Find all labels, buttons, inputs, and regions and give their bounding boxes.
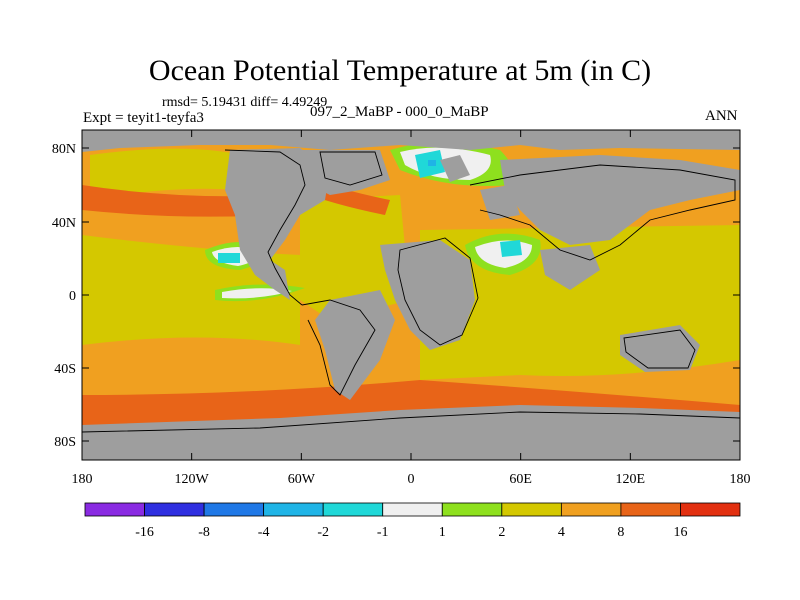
coastline-north-america	[224, 149, 306, 306]
legend-swatch	[501, 502, 562, 517]
lon-tick-label: 180	[730, 472, 751, 487]
legend-swatch	[144, 502, 205, 517]
land-arctic	[82, 130, 740, 152]
legend-swatch	[620, 502, 681, 517]
legend-label: -2	[317, 525, 329, 540]
coastline-eurasia	[469, 164, 736, 261]
subtitle: 097_2_MaBP - 000_0_MaBP	[310, 104, 489, 120]
land-greenland	[300, 150, 390, 195]
land-australia	[620, 325, 700, 372]
legend-swatch	[382, 502, 443, 517]
land-europe	[480, 185, 520, 220]
coastline-antarctica	[82, 411, 740, 433]
lat-tick-label: 80N	[52, 142, 76, 157]
stats-line: rmsd= 5.19431 diff= 4.49249	[162, 95, 328, 110]
legend-label: -16	[135, 525, 154, 540]
coastline-greenland	[319, 151, 383, 186]
lat-tick-label: 80S	[54, 435, 76, 450]
legend-swatch	[203, 502, 265, 517]
anomaly-cyan-pacific	[218, 253, 240, 263]
coastlines	[82, 149, 740, 433]
lon-tick-label: 180	[72, 472, 93, 487]
coastline-africa	[397, 237, 479, 346]
anomaly-cyan-tethys	[500, 240, 522, 257]
map-field	[82, 130, 740, 460]
land-africa	[380, 240, 475, 350]
ocean-band-yellow-atlantic	[300, 195, 410, 320]
legend-swatch	[560, 502, 622, 517]
ocean-band-yellow-north	[90, 148, 260, 200]
lon-tick-label: 120E	[616, 472, 646, 487]
land-eurasia	[500, 155, 740, 245]
lon-tick-label: 60W	[288, 472, 316, 487]
period-label: ANN	[705, 108, 738, 124]
legend-label: -4	[258, 525, 270, 540]
legend-label: 1	[439, 525, 446, 540]
legend-swatch	[680, 502, 741, 517]
land-south-america	[315, 290, 395, 400]
ocean-band-north-pacific	[82, 185, 280, 217]
coastline-south-america	[301, 299, 376, 396]
experiment-label: Expt = teyit1-teyfa3	[83, 110, 204, 126]
latitude-axis: 80N 40N 0 40S 80S	[52, 142, 740, 450]
anomaly-blue-arctic	[428, 160, 436, 166]
lon-tick-label: 120W	[175, 472, 210, 487]
lat-tick-label: 40N	[52, 216, 76, 231]
map-title: Ocean Potential Temperature at 5m (in C)	[148, 54, 652, 87]
legend-label: 4	[558, 525, 565, 540]
color-legend: -16 -8 -4 -2 -1 1 2 4 8 16	[84, 502, 741, 540]
lat-tick-label: 40S	[54, 362, 76, 377]
legend-label: 16	[673, 525, 687, 540]
anomaly-white-equator	[222, 288, 292, 299]
lon-tick-label: 60E	[509, 472, 532, 487]
legend-swatch	[84, 502, 145, 517]
legend-label: 8	[617, 525, 624, 540]
legend-label: -8	[198, 525, 210, 540]
legend-swatch	[441, 502, 503, 517]
legend-label: -1	[377, 525, 389, 540]
lat-tick-label: 0	[69, 289, 76, 304]
legend-swatch	[263, 502, 324, 517]
land-north-america-west	[225, 148, 330, 300]
legend-label: 2	[498, 525, 505, 540]
land-india	[540, 245, 600, 290]
land-arctic-island	[440, 155, 470, 182]
longitude-axis: 180 120W 60W 0 60E 120E 180	[72, 130, 751, 487]
lon-tick-label: 0	[408, 472, 415, 487]
land-antarctica	[82, 405, 740, 460]
legend-swatch	[322, 502, 384, 517]
land-masses	[82, 130, 740, 460]
coastline-australia	[623, 329, 696, 369]
